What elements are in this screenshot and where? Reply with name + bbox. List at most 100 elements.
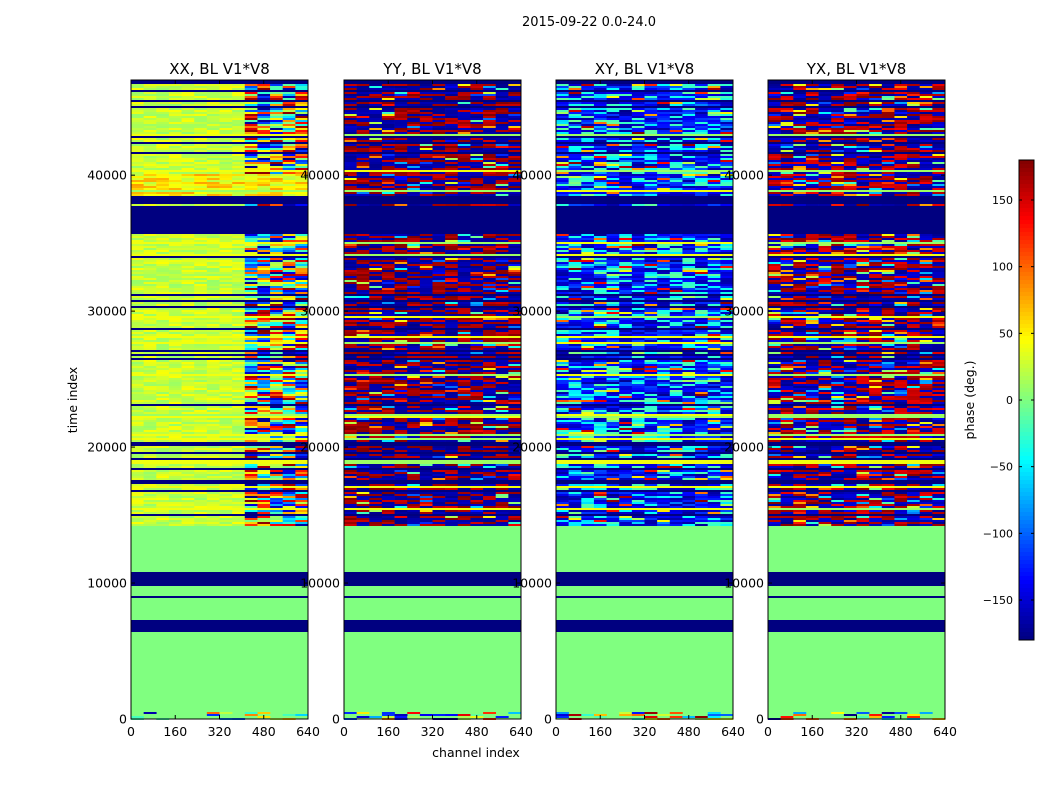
phase-cell (369, 398, 383, 400)
phase-cell (156, 126, 170, 128)
phase-cell (407, 340, 421, 342)
phase-cell (244, 266, 258, 268)
phase-cell (143, 386, 157, 388)
phase-cell (131, 470, 144, 472)
phase-cell (194, 180, 208, 182)
phase-cell (495, 146, 509, 148)
phase-cell (419, 114, 433, 116)
phase-cell (131, 298, 144, 300)
phase-cell (181, 448, 195, 450)
phase-cell (483, 430, 497, 432)
phase-cell (445, 454, 459, 456)
phase-cell (419, 330, 433, 332)
phase-cell (381, 502, 395, 504)
phase-cell (194, 466, 208, 468)
phase-cell (219, 96, 233, 98)
phase-cell (381, 290, 395, 292)
phase-cell (495, 386, 509, 388)
phase-cell (131, 418, 144, 420)
phase-cell (682, 110, 696, 112)
phase-cell (143, 266, 157, 268)
phase-cell (356, 484, 370, 486)
phase-cell (470, 402, 484, 404)
phase-cell (432, 244, 446, 246)
phase-cell (457, 286, 471, 288)
phase-cell (143, 376, 157, 378)
phase-cell (194, 156, 208, 158)
phase-cell (206, 186, 220, 188)
phase-cell (344, 282, 357, 284)
phase-cell (356, 284, 370, 286)
phase-cell (470, 150, 484, 152)
phase-cell (394, 324, 408, 326)
phase-cell (168, 386, 182, 388)
phase-cell (181, 236, 195, 238)
phase-cell (669, 108, 683, 110)
phase-cell (282, 466, 296, 468)
phase-row (344, 414, 521, 416)
phase-cell (282, 492, 296, 494)
phase-cell (407, 310, 421, 312)
phase-cell (394, 314, 408, 316)
phase-cell (282, 488, 296, 490)
phase-cell (457, 506, 471, 508)
phase-cell (483, 270, 497, 272)
phase-cell (143, 150, 157, 152)
phase-cell (206, 370, 220, 372)
phase-cell (483, 182, 497, 184)
phase-cell (457, 132, 471, 134)
phase-cell (244, 506, 258, 508)
phase-cell (156, 154, 170, 156)
phase-cell (356, 318, 370, 320)
phase-cell (282, 272, 296, 274)
phase-cell (394, 364, 408, 366)
phase-cell (257, 172, 271, 174)
phase-cell (344, 112, 357, 114)
phase-cell (131, 272, 144, 274)
flagged-row (131, 468, 308, 470)
phase-cell (295, 270, 309, 272)
phase-cell (394, 714, 408, 716)
phase-cell (483, 432, 497, 434)
phase-cell (219, 466, 233, 468)
phase-cell (156, 396, 170, 398)
phase-cell (483, 390, 497, 392)
phase-cell (495, 96, 509, 98)
phase-cell (381, 292, 395, 294)
phase-cell (508, 168, 522, 170)
phase-cell (356, 340, 370, 342)
phase-cell (369, 392, 383, 394)
phase-cell (407, 88, 421, 90)
phase-cell (495, 432, 509, 434)
phase-cell (508, 292, 522, 294)
phase-cell (470, 372, 484, 374)
phase-cell (407, 246, 421, 248)
phase-cell (257, 96, 271, 98)
phase-cell (457, 364, 471, 366)
phase-cell (295, 318, 309, 320)
phase-cell (257, 144, 271, 146)
phase-cell (432, 118, 446, 120)
phase-cell (270, 98, 284, 100)
phase-cell (495, 166, 509, 168)
phase-cell (495, 252, 509, 254)
phase-cell (407, 396, 421, 398)
phase-cell (356, 400, 370, 402)
phase-cell (168, 160, 182, 162)
phase-cell (470, 140, 484, 142)
phase-cell (206, 464, 220, 466)
phase-cell (244, 330, 258, 332)
phase-cell (181, 284, 195, 286)
phase-cell (156, 172, 170, 174)
phase-cell (344, 276, 357, 278)
phase-cell (407, 278, 421, 280)
phase-cell (244, 408, 258, 410)
phase-cell (682, 88, 696, 90)
phase-cell (356, 356, 370, 358)
phase-cell (244, 524, 258, 526)
phase-cell (270, 522, 284, 524)
phase-cell (206, 436, 220, 438)
phase-cell (356, 510, 370, 512)
phase-cell (282, 450, 296, 452)
phase-cell (432, 484, 446, 486)
